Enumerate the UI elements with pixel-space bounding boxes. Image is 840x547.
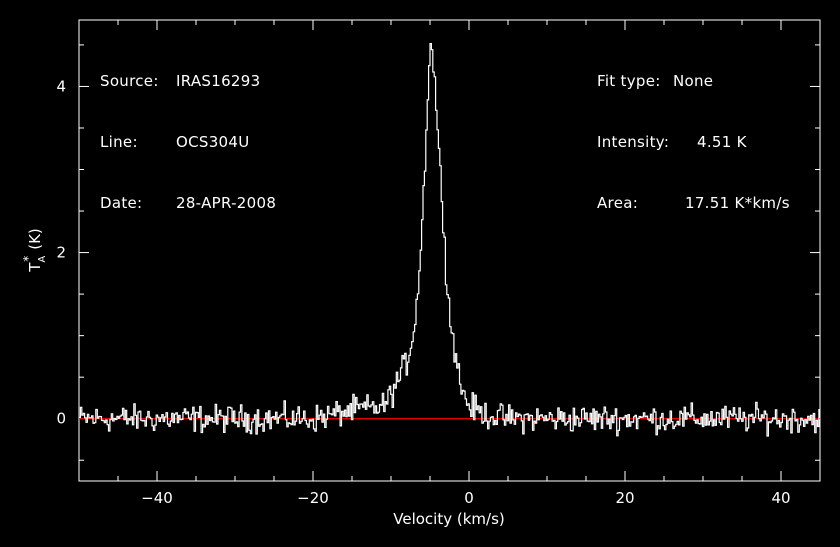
y-axis-label-main: T [26, 262, 44, 273]
line-label: Line: [100, 133, 138, 151]
svg-text:TA*(K): TA* (K) [21, 228, 48, 273]
fit-type-label: Fit type: [597, 72, 661, 90]
intensity-label: Intensity: [597, 133, 670, 151]
fit-type-row: Fit type: None [597, 72, 812, 97]
plot-frame [78, 19, 821, 482]
x-tick-label: −20 [297, 489, 329, 507]
area-row: Area: 17.51 K*km/s [597, 194, 812, 219]
date-label: Date: [100, 194, 143, 212]
date-value: 28-APR-2008 [176, 194, 277, 212]
y-axis-label: TA* (K) [21, 228, 48, 273]
source-row: Source: IRAS16293 [100, 72, 320, 97]
line-value: OCS304U [176, 133, 250, 151]
y-tick-label: 2 [56, 244, 66, 262]
x-axis-label: Velocity (km/s) [393, 510, 504, 528]
y-tick-label: 0 [56, 410, 66, 428]
info-right: Fit type: None Intensity: 4.51 K Area: 1… [597, 36, 812, 237]
y-axis-label-unit: (K) [26, 228, 44, 250]
source-value: IRAS16293 [176, 72, 261, 90]
x-axis: −40 −20 0 20 40 [78, 20, 821, 507]
intensity-value: 4.51 K [697, 133, 747, 151]
x-tick-label: 0 [464, 489, 474, 507]
info-left: Source: IRAS16293 Line: OCS304U Date: 28… [100, 36, 320, 237]
spectrum-line [79, 42, 820, 437]
y-axis-label-sup: * [21, 256, 35, 262]
area-label: Area: [597, 194, 639, 212]
date-row: Date: 28-APR-2008 [100, 194, 320, 219]
y-tick-label: 4 [56, 77, 66, 95]
intensity-row: Intensity: 4.51 K [597, 133, 812, 158]
y-axis-label-sub: A [37, 256, 48, 263]
x-tick-label: −40 [141, 489, 173, 507]
fit-type-value: None [673, 72, 714, 90]
line-row: Line: OCS304U [100, 133, 320, 158]
x-tick-label: 20 [615, 489, 634, 507]
source-label: Source: [100, 72, 159, 90]
area-value: 17.51 K*km/s [685, 194, 790, 212]
x-tick-label: 40 [771, 489, 790, 507]
